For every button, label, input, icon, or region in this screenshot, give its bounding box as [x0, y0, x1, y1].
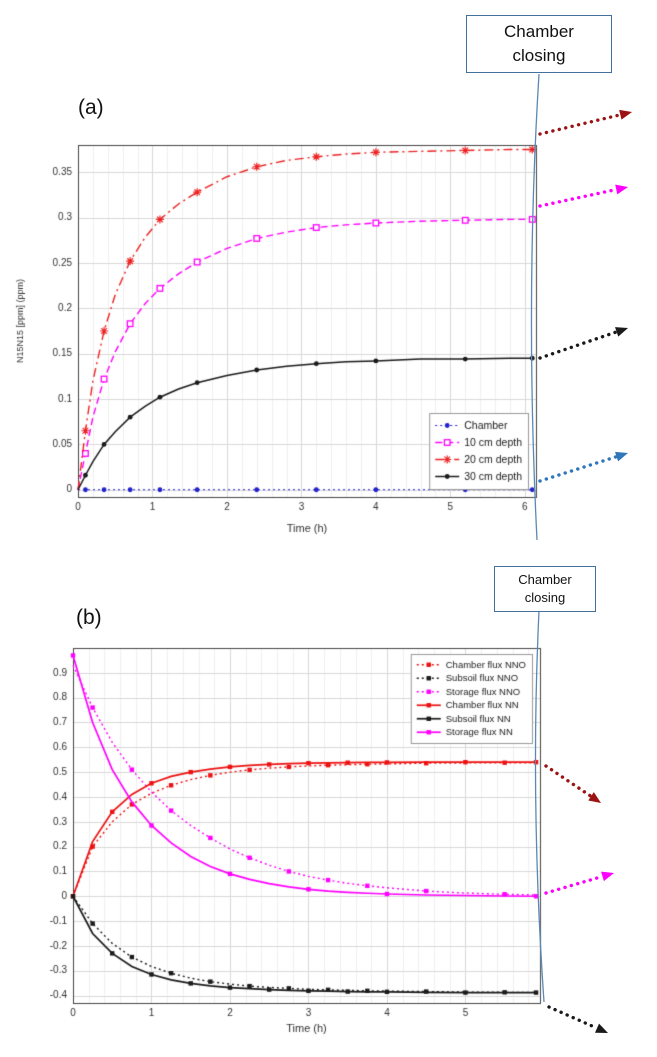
panel-label-b: (b) [76, 606, 102, 629]
arrow-subsoil-flux-continuation-head [595, 1023, 608, 1033]
panel-label-a: (a) [78, 96, 104, 119]
chamber-closing-text-a: Chamber closing [504, 22, 574, 65]
arrow-30cm-continuation [538, 330, 619, 360]
arrow-chamber-flux-continuation [544, 764, 593, 799]
arrow-storage-flux-continuation [544, 874, 605, 895]
chamber-closing-text-b: Chamber closing [518, 571, 572, 605]
arrow-chamber-flux-continuation-head [588, 792, 601, 803]
arrow-30cm-continuation-head [615, 327, 628, 337]
arrow-10cm-continuation-head [615, 184, 628, 195]
arrow-10cm-continuation [538, 187, 618, 208]
arrow-chamber-continuation-head [615, 451, 628, 462]
arrow-chamber-continuation [538, 454, 619, 483]
arrow-subsoil-flux-continuation [547, 1005, 599, 1030]
chamber-closing-callout-a: Chamber closing [466, 15, 612, 73]
chamber-closing-callout-b: Chamber closing [494, 566, 596, 612]
arrow-20cm-continuation [538, 113, 623, 136]
arrow-20cm-continuation-head [619, 109, 632, 120]
arrow-storage-flux-continuation-head [601, 871, 614, 882]
chart-a-n15n15-vs-time [8, 128, 540, 537]
chart-b-flux-vs-time [8, 640, 544, 1037]
